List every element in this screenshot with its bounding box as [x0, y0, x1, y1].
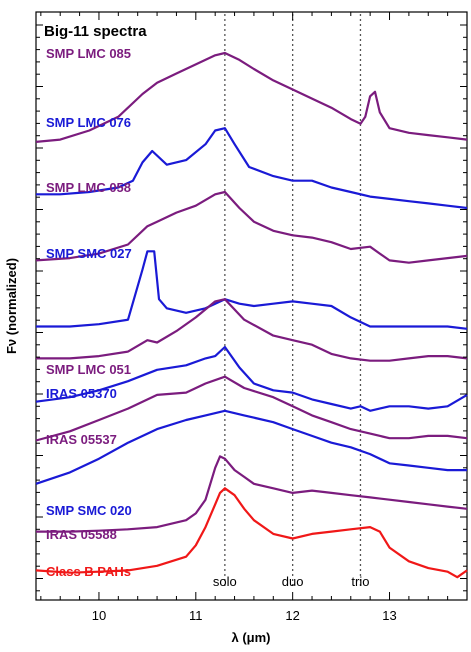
series-label-5: IRAS 05370: [46, 386, 117, 401]
x-tick-label: 12: [285, 608, 299, 623]
series-line-3: [36, 250, 468, 330]
x-tick-label: 10: [92, 608, 106, 623]
marker-label-solo: solo: [213, 574, 237, 589]
series-label-2: SMP LMC 058: [46, 180, 131, 195]
series-label-4: SMP LMC 051: [46, 362, 131, 377]
series-label-8: IRAS 05588: [46, 527, 117, 542]
x-tick-label: 13: [382, 608, 396, 623]
series-label-9: Class B PAHs: [46, 564, 131, 579]
series-line-7: [35, 409, 467, 485]
series-line-0: [35, 51, 468, 143]
series-line-5: [35, 345, 468, 412]
series-line-8: [36, 455, 468, 533]
axis-ticks: 10 11 12 13: [36, 12, 468, 623]
series-label-0: SMP LMC 085: [46, 46, 131, 61]
series-line-2: [35, 190, 468, 264]
x-axis-label: λ (μm): [231, 630, 270, 645]
marker-label-trio: trio: [351, 574, 369, 589]
series-labels: SMP LMC 085 SMP LMC 076 SMP LMC 058 SMP SMC…: [46, 46, 132, 579]
plot-frame: [35, 11, 468, 601]
series-label-3: SMP SMC 027: [46, 246, 132, 261]
y-axis-label: Fν (normalized): [4, 258, 19, 354]
chart-title: Big-11 spectra: [44, 23, 147, 40]
marker-label-duo: duo: [282, 574, 304, 589]
series-label-7: SMP SMC 020: [46, 503, 132, 518]
x-tick-label: 11: [189, 608, 203, 623]
series-line-1: [36, 127, 468, 210]
series-label-6: IRAS 05537: [46, 432, 117, 447]
series-line-9: [35, 487, 468, 579]
series-label-1: SMP LMC 076: [46, 115, 131, 130]
series-line-4: [36, 298, 468, 362]
series-lines: [35, 51, 468, 579]
series-line-6: [35, 375, 468, 442]
